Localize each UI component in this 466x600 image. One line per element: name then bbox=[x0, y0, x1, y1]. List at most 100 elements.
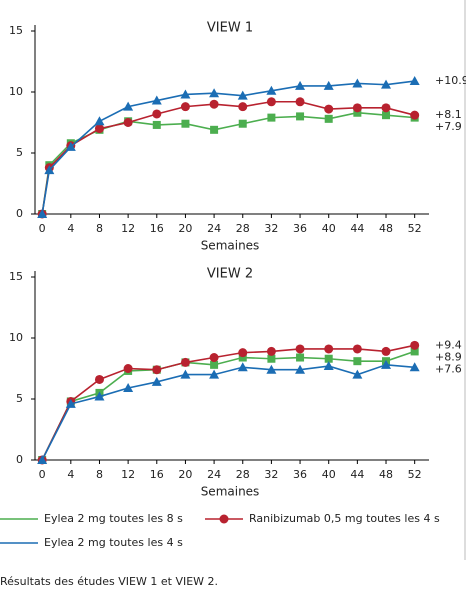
legend-label: Eylea 2 mg toutes les 8 s bbox=[44, 512, 183, 525]
end-label: +8.9 bbox=[435, 350, 462, 363]
marker bbox=[381, 79, 392, 89]
x-tick-label: 36 bbox=[293, 468, 307, 481]
end-label: +7.9 bbox=[435, 120, 462, 133]
marker bbox=[209, 99, 219, 109]
marker bbox=[44, 165, 55, 175]
marker bbox=[209, 369, 220, 379]
marker bbox=[180, 369, 191, 379]
series-line bbox=[41, 80, 415, 215]
x-tick-label: 0 bbox=[39, 468, 46, 481]
marker bbox=[123, 383, 134, 393]
x-tick-label: 36 bbox=[293, 222, 307, 235]
x-tick-label: 28 bbox=[236, 222, 250, 235]
marker bbox=[352, 78, 363, 88]
legend-label: Eylea 2 mg toutes les 4 s bbox=[44, 536, 183, 549]
x-tick-label: 8 bbox=[96, 222, 103, 235]
marker bbox=[353, 108, 362, 117]
marker bbox=[238, 353, 247, 362]
x-tick-label: 48 bbox=[379, 468, 393, 481]
end-label: +9.4 bbox=[435, 338, 462, 351]
x-tick-label: 44 bbox=[350, 222, 364, 235]
x-tick-label: 16 bbox=[150, 222, 164, 235]
marker bbox=[266, 346, 276, 356]
x-tick-label: 52 bbox=[408, 468, 422, 481]
marker bbox=[381, 103, 391, 113]
marker bbox=[180, 102, 190, 112]
y-tick-label: 0 bbox=[16, 453, 23, 466]
x-tick-label: 12 bbox=[121, 222, 135, 235]
marker bbox=[65, 398, 76, 408]
y-tick-label: 10 bbox=[9, 85, 23, 98]
marker bbox=[37, 209, 48, 218]
marker bbox=[352, 344, 362, 354]
x-axis-label: Semaines bbox=[201, 239, 260, 253]
x-tick-label: 20 bbox=[178, 222, 192, 235]
x-tick-label: 4 bbox=[67, 468, 74, 481]
x-tick-label: 0 bbox=[39, 222, 46, 235]
y-tick-label: 0 bbox=[16, 207, 23, 220]
marker bbox=[238, 119, 247, 128]
marker bbox=[267, 354, 276, 363]
marker bbox=[382, 111, 391, 120]
marker bbox=[152, 365, 162, 375]
marker bbox=[295, 344, 305, 354]
x-tick-label: 8 bbox=[96, 468, 103, 481]
marker bbox=[180, 89, 191, 99]
marker bbox=[381, 359, 392, 369]
marker bbox=[266, 85, 277, 95]
marker bbox=[295, 364, 306, 374]
x-tick-label: 24 bbox=[207, 468, 221, 481]
marker bbox=[352, 103, 362, 113]
series-line bbox=[41, 344, 415, 461]
marker bbox=[209, 353, 219, 363]
marker bbox=[219, 514, 229, 524]
marker bbox=[151, 95, 162, 105]
y-tick-label: 10 bbox=[9, 331, 23, 344]
marker bbox=[123, 364, 133, 373]
marker bbox=[295, 80, 306, 90]
marker bbox=[94, 116, 105, 126]
series-line bbox=[41, 100, 415, 215]
legend-label: Ranibizumab 0,5 mg toutes les 4 s bbox=[249, 512, 440, 525]
x-tick-label: 4 bbox=[67, 222, 74, 235]
marker bbox=[123, 118, 133, 127]
x-tick-label: 28 bbox=[236, 468, 250, 481]
x-tick-label: 48 bbox=[379, 222, 393, 235]
chart-title: VIEW 1 bbox=[207, 21, 253, 36]
x-tick-label: 40 bbox=[322, 222, 336, 235]
marker bbox=[296, 112, 305, 121]
marker bbox=[353, 357, 362, 366]
chart-title: VIEW 2 bbox=[207, 267, 253, 282]
marker bbox=[237, 90, 248, 100]
marker bbox=[65, 141, 76, 151]
end-label: +7.6 bbox=[435, 362, 462, 375]
marker bbox=[410, 110, 420, 120]
marker bbox=[410, 340, 420, 350]
x-tick-label: 32 bbox=[264, 468, 278, 481]
x-axis-label: Semaines bbox=[201, 485, 260, 499]
x-tick-label: 44 bbox=[350, 468, 364, 481]
marker bbox=[410, 347, 419, 356]
marker bbox=[209, 88, 220, 98]
marker bbox=[295, 97, 305, 107]
x-tick-label: 20 bbox=[178, 468, 192, 481]
marker bbox=[324, 114, 333, 123]
x-tick-label: 12 bbox=[121, 468, 135, 481]
x-tick-label: 32 bbox=[264, 222, 278, 235]
x-tick-label: 40 bbox=[322, 468, 336, 481]
x-tick-label: 52 bbox=[408, 222, 422, 235]
marker bbox=[180, 357, 190, 367]
marker bbox=[296, 353, 305, 362]
y-tick-label: 5 bbox=[16, 392, 23, 405]
marker bbox=[409, 362, 420, 372]
marker bbox=[238, 102, 248, 112]
marker bbox=[152, 120, 161, 129]
marker bbox=[181, 119, 190, 128]
x-tick-label: 24 bbox=[207, 222, 221, 235]
series-line bbox=[41, 350, 415, 461]
caption: Résultats des études VIEW 1 et VIEW 2. bbox=[0, 575, 218, 588]
marker bbox=[238, 348, 248, 358]
marker bbox=[324, 344, 334, 354]
